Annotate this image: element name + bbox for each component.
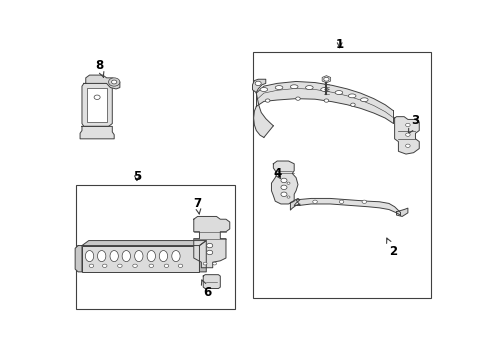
Text: 8: 8 [95,59,103,77]
Polygon shape [396,208,407,216]
Polygon shape [199,240,206,272]
Bar [86,87,107,122]
Circle shape [405,123,409,127]
Circle shape [111,80,117,84]
Polygon shape [253,93,273,138]
Circle shape [405,144,409,148]
Ellipse shape [360,98,367,102]
Polygon shape [322,76,330,83]
Polygon shape [290,198,299,210]
Ellipse shape [320,87,327,91]
Circle shape [149,264,153,267]
Circle shape [164,264,168,267]
Circle shape [212,262,216,265]
Text: 7: 7 [193,198,201,214]
Circle shape [206,243,212,248]
Ellipse shape [305,86,312,90]
Text: 4: 4 [272,167,281,180]
Polygon shape [80,126,114,139]
Text: 1: 1 [335,38,343,51]
Circle shape [286,182,289,184]
Circle shape [102,264,107,267]
Ellipse shape [290,85,297,89]
Circle shape [339,200,343,203]
Text: 3: 3 [407,114,419,134]
Circle shape [350,103,354,107]
Circle shape [280,192,286,197]
Circle shape [117,264,122,267]
Ellipse shape [110,251,118,262]
Text: 2: 2 [386,238,396,258]
Circle shape [94,95,100,99]
Circle shape [265,99,269,102]
Polygon shape [75,246,82,272]
Bar [82,246,199,272]
Ellipse shape [334,91,342,94]
Polygon shape [394,117,418,154]
Circle shape [280,185,286,190]
Circle shape [312,200,317,203]
Ellipse shape [85,251,94,262]
Circle shape [255,81,261,86]
Polygon shape [296,198,400,215]
Circle shape [203,262,206,265]
Circle shape [361,200,366,203]
Ellipse shape [347,94,355,98]
Ellipse shape [147,251,155,262]
Text: 6: 6 [201,280,211,299]
Bar [76,185,235,309]
Bar [252,51,430,298]
Polygon shape [256,81,392,123]
Circle shape [178,264,183,267]
Polygon shape [82,240,206,246]
Circle shape [108,78,120,86]
Circle shape [405,133,409,136]
Polygon shape [252,79,265,93]
Polygon shape [82,84,112,126]
Circle shape [132,264,137,267]
Circle shape [323,77,328,81]
Ellipse shape [171,251,180,262]
Circle shape [89,264,94,267]
Circle shape [295,97,300,100]
Text: 5: 5 [133,170,141,183]
Ellipse shape [134,251,142,262]
Polygon shape [85,75,120,89]
Circle shape [324,99,328,102]
Polygon shape [193,216,229,268]
Polygon shape [271,161,297,204]
Circle shape [280,178,286,183]
Circle shape [206,250,212,255]
Ellipse shape [97,251,105,262]
Circle shape [286,196,289,198]
Ellipse shape [260,87,267,91]
Ellipse shape [275,86,282,90]
Ellipse shape [159,251,167,262]
Ellipse shape [122,251,130,262]
Polygon shape [203,275,220,288]
